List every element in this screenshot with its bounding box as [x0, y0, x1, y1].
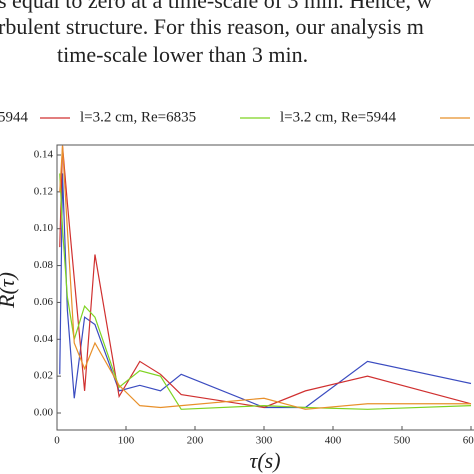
legend-label: 5944 — [0, 109, 29, 125]
x-tick-label: 100 — [118, 435, 135, 447]
series-line — [59, 173, 472, 409]
x-tick-label: 400 — [325, 435, 342, 447]
paragraph-line: time-scale lower than 3 min. — [57, 42, 308, 67]
y-axis-label: R(τ) — [0, 272, 19, 309]
paragraph-line: rbulent structure. For this reason, our … — [0, 14, 424, 39]
x-tick-label: 300 — [256, 435, 273, 447]
series-line — [59, 173, 472, 410]
y-tick-label: 0.02 — [34, 370, 53, 382]
x-axis-label: τ(s) — [249, 448, 280, 473]
series-line — [59, 145, 472, 409]
series-line — [59, 145, 471, 410]
x-tick-label: 200 — [187, 435, 204, 447]
legend-label: l=3.2 cm, Re=6835 — [80, 109, 196, 125]
y-tick-label: 0.00 — [34, 407, 54, 419]
y-tick-label: 0.10 — [34, 222, 54, 234]
y-tick-label: 0.08 — [34, 259, 54, 271]
legend-label: l=3.2 cm, Re=5944 — [280, 109, 397, 125]
y-tick-label: 0.14 — [34, 149, 54, 161]
x-tick-label: 0 — [54, 435, 60, 447]
y-tick-label: 0.12 — [34, 185, 53, 197]
plot-frame — [56, 144, 474, 431]
paragraph-line: s equal to zero at a time-scale of 3 min… — [0, 0, 432, 13]
x-tick-label: 500 — [394, 435, 411, 447]
x-tick-label: 600 — [463, 435, 474, 447]
y-tick-label: 0.06 — [34, 296, 54, 308]
y-tick-label: 0.04 — [34, 333, 54, 345]
